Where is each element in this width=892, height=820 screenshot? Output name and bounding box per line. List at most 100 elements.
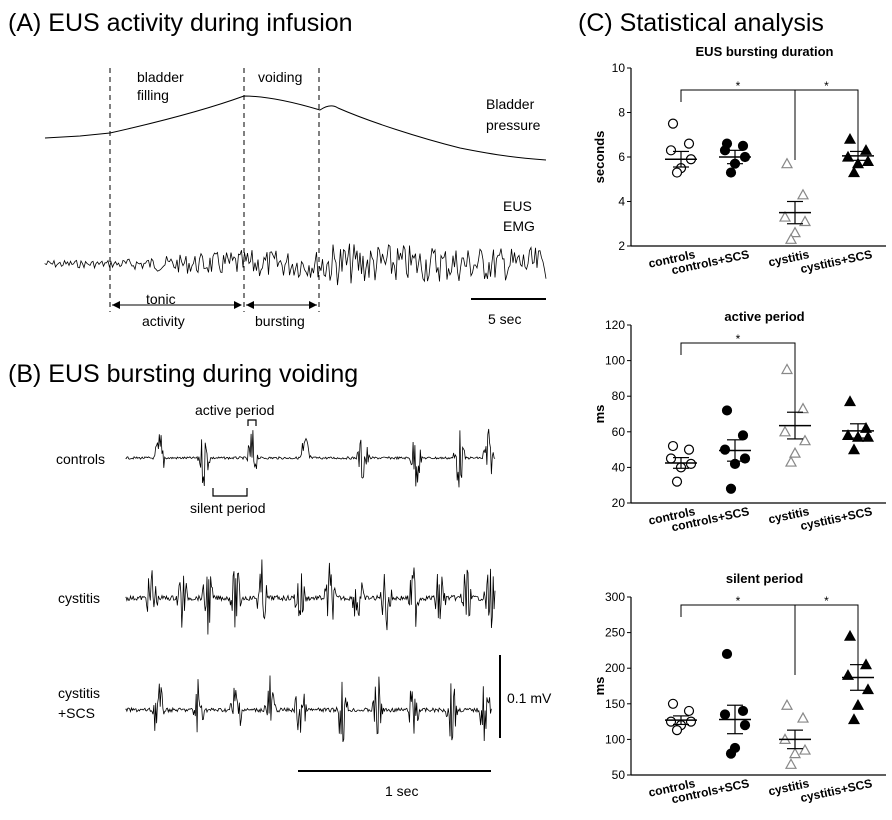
data-point (859, 144, 873, 155)
data-point (737, 430, 749, 441)
data-point (784, 758, 798, 769)
emg-label-1: EUS (503, 198, 532, 214)
y-tick-label: 40 (612, 460, 626, 474)
pressure-label-2: pressure (486, 117, 541, 133)
y-axis-label: ms (592, 677, 607, 696)
data-point (788, 446, 802, 458)
data-point (861, 155, 875, 167)
data-point (796, 188, 810, 200)
significance-bracket (680, 89, 796, 160)
data-point (788, 747, 802, 759)
significance-bracket (794, 89, 859, 160)
data-point (665, 145, 677, 156)
voltage-scale-label: 0.1 mV (507, 690, 552, 706)
y-tick-label: 4 (618, 195, 625, 209)
chart-title: silent period (726, 571, 803, 586)
data-point (719, 444, 731, 455)
tonic-label-1: tonic (146, 291, 176, 307)
significance-star: * (736, 79, 741, 93)
y-tick-label: 120 (605, 318, 625, 332)
data-point (841, 429, 855, 440)
data-point (784, 455, 798, 467)
eus-emg-trace (44, 243, 547, 286)
y-tick-label: 8 (618, 106, 625, 120)
filling-label-1: bladder (137, 69, 184, 85)
data-point (780, 363, 794, 375)
time-scale-label-b: 1 sec (385, 783, 418, 799)
data-point (737, 705, 749, 717)
data-point (847, 443, 861, 455)
cystitis-scs-trace (125, 675, 492, 743)
pressure-label-1: Bladder (486, 96, 535, 112)
data-point (778, 210, 792, 222)
tonic-arrow-right (234, 301, 242, 309)
data-point (847, 713, 861, 725)
data-point (667, 118, 679, 129)
data-point (861, 430, 875, 442)
chart-title: active period (724, 309, 804, 324)
y-tick-label: 300 (605, 590, 625, 604)
chart-active-period: active periodms20406080100120controlscon… (592, 309, 886, 534)
y-tick-label: 20 (612, 496, 626, 510)
data-point (784, 233, 798, 244)
emg-label-2: EMG (503, 218, 535, 234)
active-period-bracket (247, 419, 257, 426)
bladder-pressure-trace (44, 95, 547, 161)
time-scale-label-a: 5 sec (488, 311, 521, 327)
data-point (851, 157, 865, 169)
significance-bracket (680, 342, 796, 413)
y-tick-label: 2 (618, 239, 625, 253)
data-point (796, 711, 810, 723)
trace-label-cystitis-scs-2: +SCS (58, 705, 95, 721)
y-tick-label: 100 (605, 354, 625, 368)
data-point (667, 440, 679, 452)
significance-star: * (824, 79, 829, 93)
tonic-arrow-left (112, 301, 120, 309)
data-point (847, 166, 861, 178)
data-point (798, 743, 812, 755)
data-point (671, 725, 683, 736)
bursting-arrow-right (309, 301, 317, 309)
data-point (665, 453, 677, 464)
category-label: cystitis+SCS (799, 504, 873, 533)
data-point (859, 422, 873, 433)
data-point (843, 395, 857, 407)
y-axis-label: ms (592, 405, 607, 424)
trace-label-cystitis-scs-1: cystitis (58, 685, 100, 701)
data-point (671, 476, 683, 487)
y-tick-label: 200 (605, 661, 625, 675)
data-point (721, 648, 733, 660)
data-point (725, 748, 737, 759)
significance-star: * (824, 594, 829, 608)
data-point (843, 629, 857, 641)
data-point (721, 405, 733, 416)
y-tick-label: 60 (612, 425, 626, 439)
y-tick-label: 10 (612, 61, 626, 75)
data-point (725, 167, 737, 178)
y-tick-label: 50 (612, 768, 626, 782)
cystitis-trace (125, 559, 496, 635)
data-point (719, 709, 731, 720)
category-label: cystitis+SCS (799, 247, 873, 276)
chart-title: EUS bursting duration (696, 44, 834, 59)
data-point (843, 132, 857, 144)
data-point (737, 140, 749, 151)
data-point (685, 458, 697, 469)
chart-bursting-duration: EUS bursting durationseconds246810contro… (592, 44, 886, 277)
y-tick-label: 250 (605, 626, 625, 640)
y-tick-label: 6 (618, 150, 625, 164)
bursting-arrow-left (246, 301, 254, 309)
data-point (851, 698, 865, 710)
chart-silent-period: silent periodms50100150200250300controls… (592, 571, 886, 806)
data-point (861, 683, 875, 695)
data-point (683, 444, 695, 455)
y-tick-label: 100 (605, 732, 625, 746)
trace-label-controls: controls (56, 451, 105, 467)
data-point (683, 705, 695, 717)
tonic-label-2: activity (142, 313, 185, 329)
panel-a-title: (A) EUS activity during infusion (8, 9, 353, 37)
panel-c-title: (C) Statistical analysis (578, 9, 824, 37)
data-point (683, 138, 695, 149)
significance-bracket (794, 604, 859, 675)
